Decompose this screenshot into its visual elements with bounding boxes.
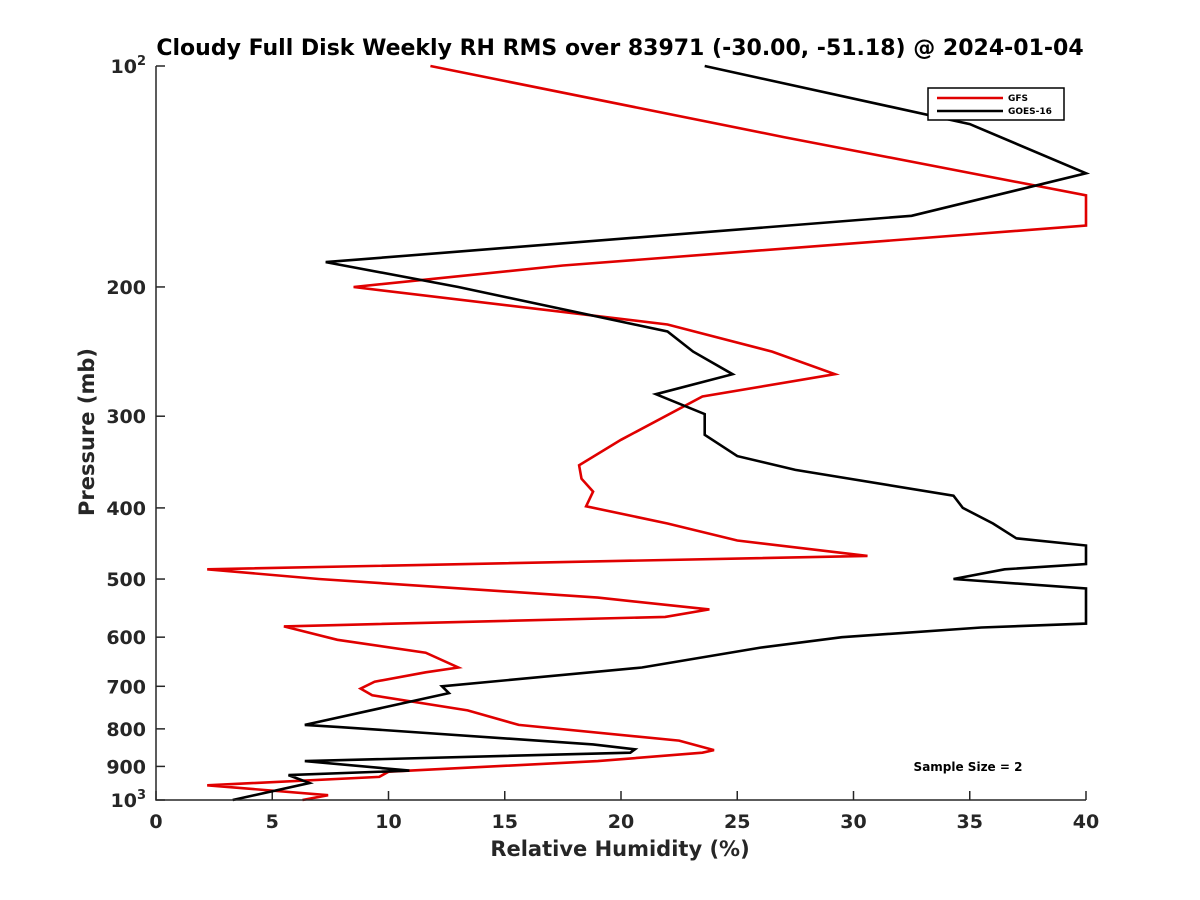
legend-label-gfs: GFS: [1008, 94, 1028, 104]
x-tick-label: 25: [724, 811, 750, 833]
y-tick-label: 200: [106, 277, 146, 299]
y-tick-label: 700: [106, 676, 146, 698]
legend: GFS GOES-16: [927, 87, 1065, 121]
y-tick-label: 102: [111, 54, 147, 78]
y-axis-label: Pressure (mb): [75, 348, 99, 516]
y-tick-label: 400: [106, 498, 146, 520]
plot-area: [156, 66, 1086, 800]
chart-title: Cloudy Full Disk Weekly RH RMS over 8397…: [156, 36, 1083, 61]
axis-lines: [155, 66, 1086, 801]
x-tick-label: 30: [840, 811, 866, 833]
x-tick-label: 15: [492, 811, 518, 833]
x-tick-label: 10: [375, 811, 401, 833]
tick-layer: 0 5 10 15 20 25 30 35 40 102 200 300 400 500 600 700 800…: [106, 54, 1099, 833]
legend-box: [927, 87, 1065, 121]
y-tick-label: 300: [106, 406, 146, 428]
series-layer: [207, 64, 1091, 802]
sample-size-annotation: Sample Size = 2: [914, 760, 1023, 774]
x-tick-label: 20: [608, 811, 634, 833]
y-tick-label: 900: [106, 756, 146, 778]
x-tick-label: 0: [149, 811, 162, 833]
y-tick-label: 800: [106, 719, 146, 741]
x-tick-label: 40: [1073, 811, 1099, 833]
y-tick-label: 500: [106, 569, 146, 591]
y-tick-label: 103: [111, 788, 147, 812]
x-tick-label: 35: [957, 811, 983, 833]
series-line-gfs: [207, 64, 1088, 802]
series-line-goes-16: [232, 64, 1091, 802]
y-tick-label: 600: [106, 627, 146, 649]
x-tick-label: 5: [266, 811, 279, 833]
x-axis-label: Relative Humidity (%): [490, 837, 749, 861]
legend-label-goes-16: GOES-16: [1008, 107, 1052, 117]
